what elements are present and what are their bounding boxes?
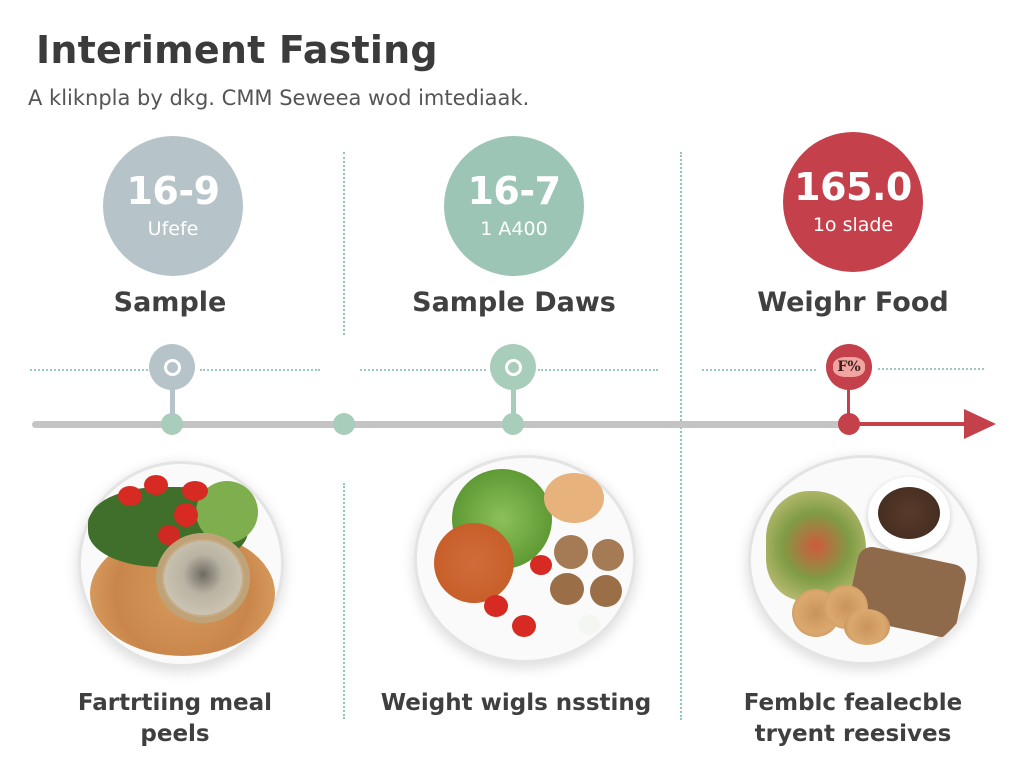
patty xyxy=(554,535,588,569)
marker-stem-2 xyxy=(511,388,516,416)
tomato xyxy=(144,475,168,495)
guide-line xyxy=(30,369,148,371)
timeline-node-3[interactable] xyxy=(838,413,860,435)
wrap xyxy=(766,491,866,601)
tomato xyxy=(158,525,180,545)
meal-image-2 xyxy=(414,455,636,663)
tomato xyxy=(530,555,552,575)
timeline-arrow-icon xyxy=(964,409,996,439)
tomato xyxy=(484,595,508,617)
timeline-track xyxy=(32,421,852,428)
caption-line: tryent reesives xyxy=(754,721,952,747)
column-heading-2: Sample Daws xyxy=(412,287,616,318)
column-caption-2: Weight wigls nssting xyxy=(376,688,656,719)
column-heading-3: Weighr Food xyxy=(757,287,949,318)
timeline-node-2[interactable] xyxy=(502,413,524,435)
percent-badge-icon: F% xyxy=(833,357,865,377)
tomato xyxy=(174,503,198,527)
column-caption-1: Fartrtiing meal peels xyxy=(60,688,290,750)
guide-line xyxy=(878,368,984,370)
meal-image-1 xyxy=(78,461,284,667)
guide-line xyxy=(702,369,816,371)
timeline-marker-2[interactable] xyxy=(490,344,536,390)
column-caption-3: Femblc fealecble tryent reesives xyxy=(730,688,976,750)
fasting-badge-2: 16-7 1 A400 xyxy=(444,136,584,276)
egg xyxy=(578,615,600,635)
tomato xyxy=(118,486,142,506)
page-title: Interiment Fasting xyxy=(36,28,438,72)
tomato xyxy=(512,615,536,637)
badge-value: 165.0 xyxy=(794,165,912,209)
badge-value: 16-9 xyxy=(126,169,220,213)
ring-icon xyxy=(163,358,181,376)
weight-badge-3: 165.0 1o slade xyxy=(783,132,923,272)
badge-unit: 1 A400 xyxy=(480,218,548,240)
marker-stem-3 xyxy=(847,388,850,416)
meal-image-3 xyxy=(748,455,980,665)
timeline-progress xyxy=(848,422,970,426)
timeline-node-divider[interactable] xyxy=(333,413,355,435)
timeline-marker-3[interactable]: F% xyxy=(826,344,872,390)
badge-unit: 1o slade xyxy=(812,214,894,236)
beans xyxy=(878,487,940,539)
guide-line xyxy=(360,369,486,371)
rice xyxy=(544,473,604,523)
ring-icon xyxy=(504,358,522,376)
pastry xyxy=(844,609,890,645)
column-divider-2 xyxy=(680,152,682,720)
column-divider-1-top xyxy=(343,152,345,335)
marker-stem-1 xyxy=(170,388,175,416)
caption-line: peels xyxy=(140,721,210,747)
caption-line: Fartrtiing meal xyxy=(77,690,273,716)
dip xyxy=(164,541,242,615)
page-subtitle: A kliknpla by dkg. CMM Seweea wod imtedi… xyxy=(28,86,530,110)
patty xyxy=(592,539,624,571)
patty xyxy=(590,575,622,607)
guide-line xyxy=(200,369,320,371)
timeline-node-1[interactable] xyxy=(161,413,183,435)
badge-value: 16-7 xyxy=(467,169,561,213)
badge-unit: Ufefe xyxy=(147,218,199,240)
column-divider-1-bottom xyxy=(343,483,345,719)
beans xyxy=(434,523,514,603)
timeline-marker-1[interactable] xyxy=(149,344,195,390)
caption-line: Femblc fealecble xyxy=(743,690,963,716)
column-heading-1: Sample xyxy=(113,287,227,318)
patty xyxy=(550,573,584,605)
guide-line xyxy=(538,369,658,371)
caption-line: Weight wigls nssting xyxy=(380,690,652,716)
tomato xyxy=(182,481,208,501)
fasting-badge-1: 16-9 Ufefe xyxy=(103,136,243,276)
